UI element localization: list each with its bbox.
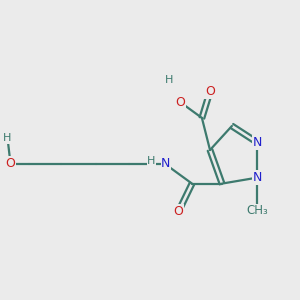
Text: H: H: [165, 75, 174, 85]
Text: N: N: [253, 171, 262, 184]
Text: O: O: [205, 85, 215, 98]
Text: O: O: [174, 205, 183, 218]
Text: H: H: [3, 133, 12, 143]
Text: H: H: [147, 155, 156, 166]
Text: O: O: [175, 95, 185, 109]
Text: O: O: [6, 157, 15, 170]
Text: N: N: [253, 136, 262, 149]
Text: N: N: [161, 157, 171, 170]
Text: CH₃: CH₃: [247, 204, 268, 217]
